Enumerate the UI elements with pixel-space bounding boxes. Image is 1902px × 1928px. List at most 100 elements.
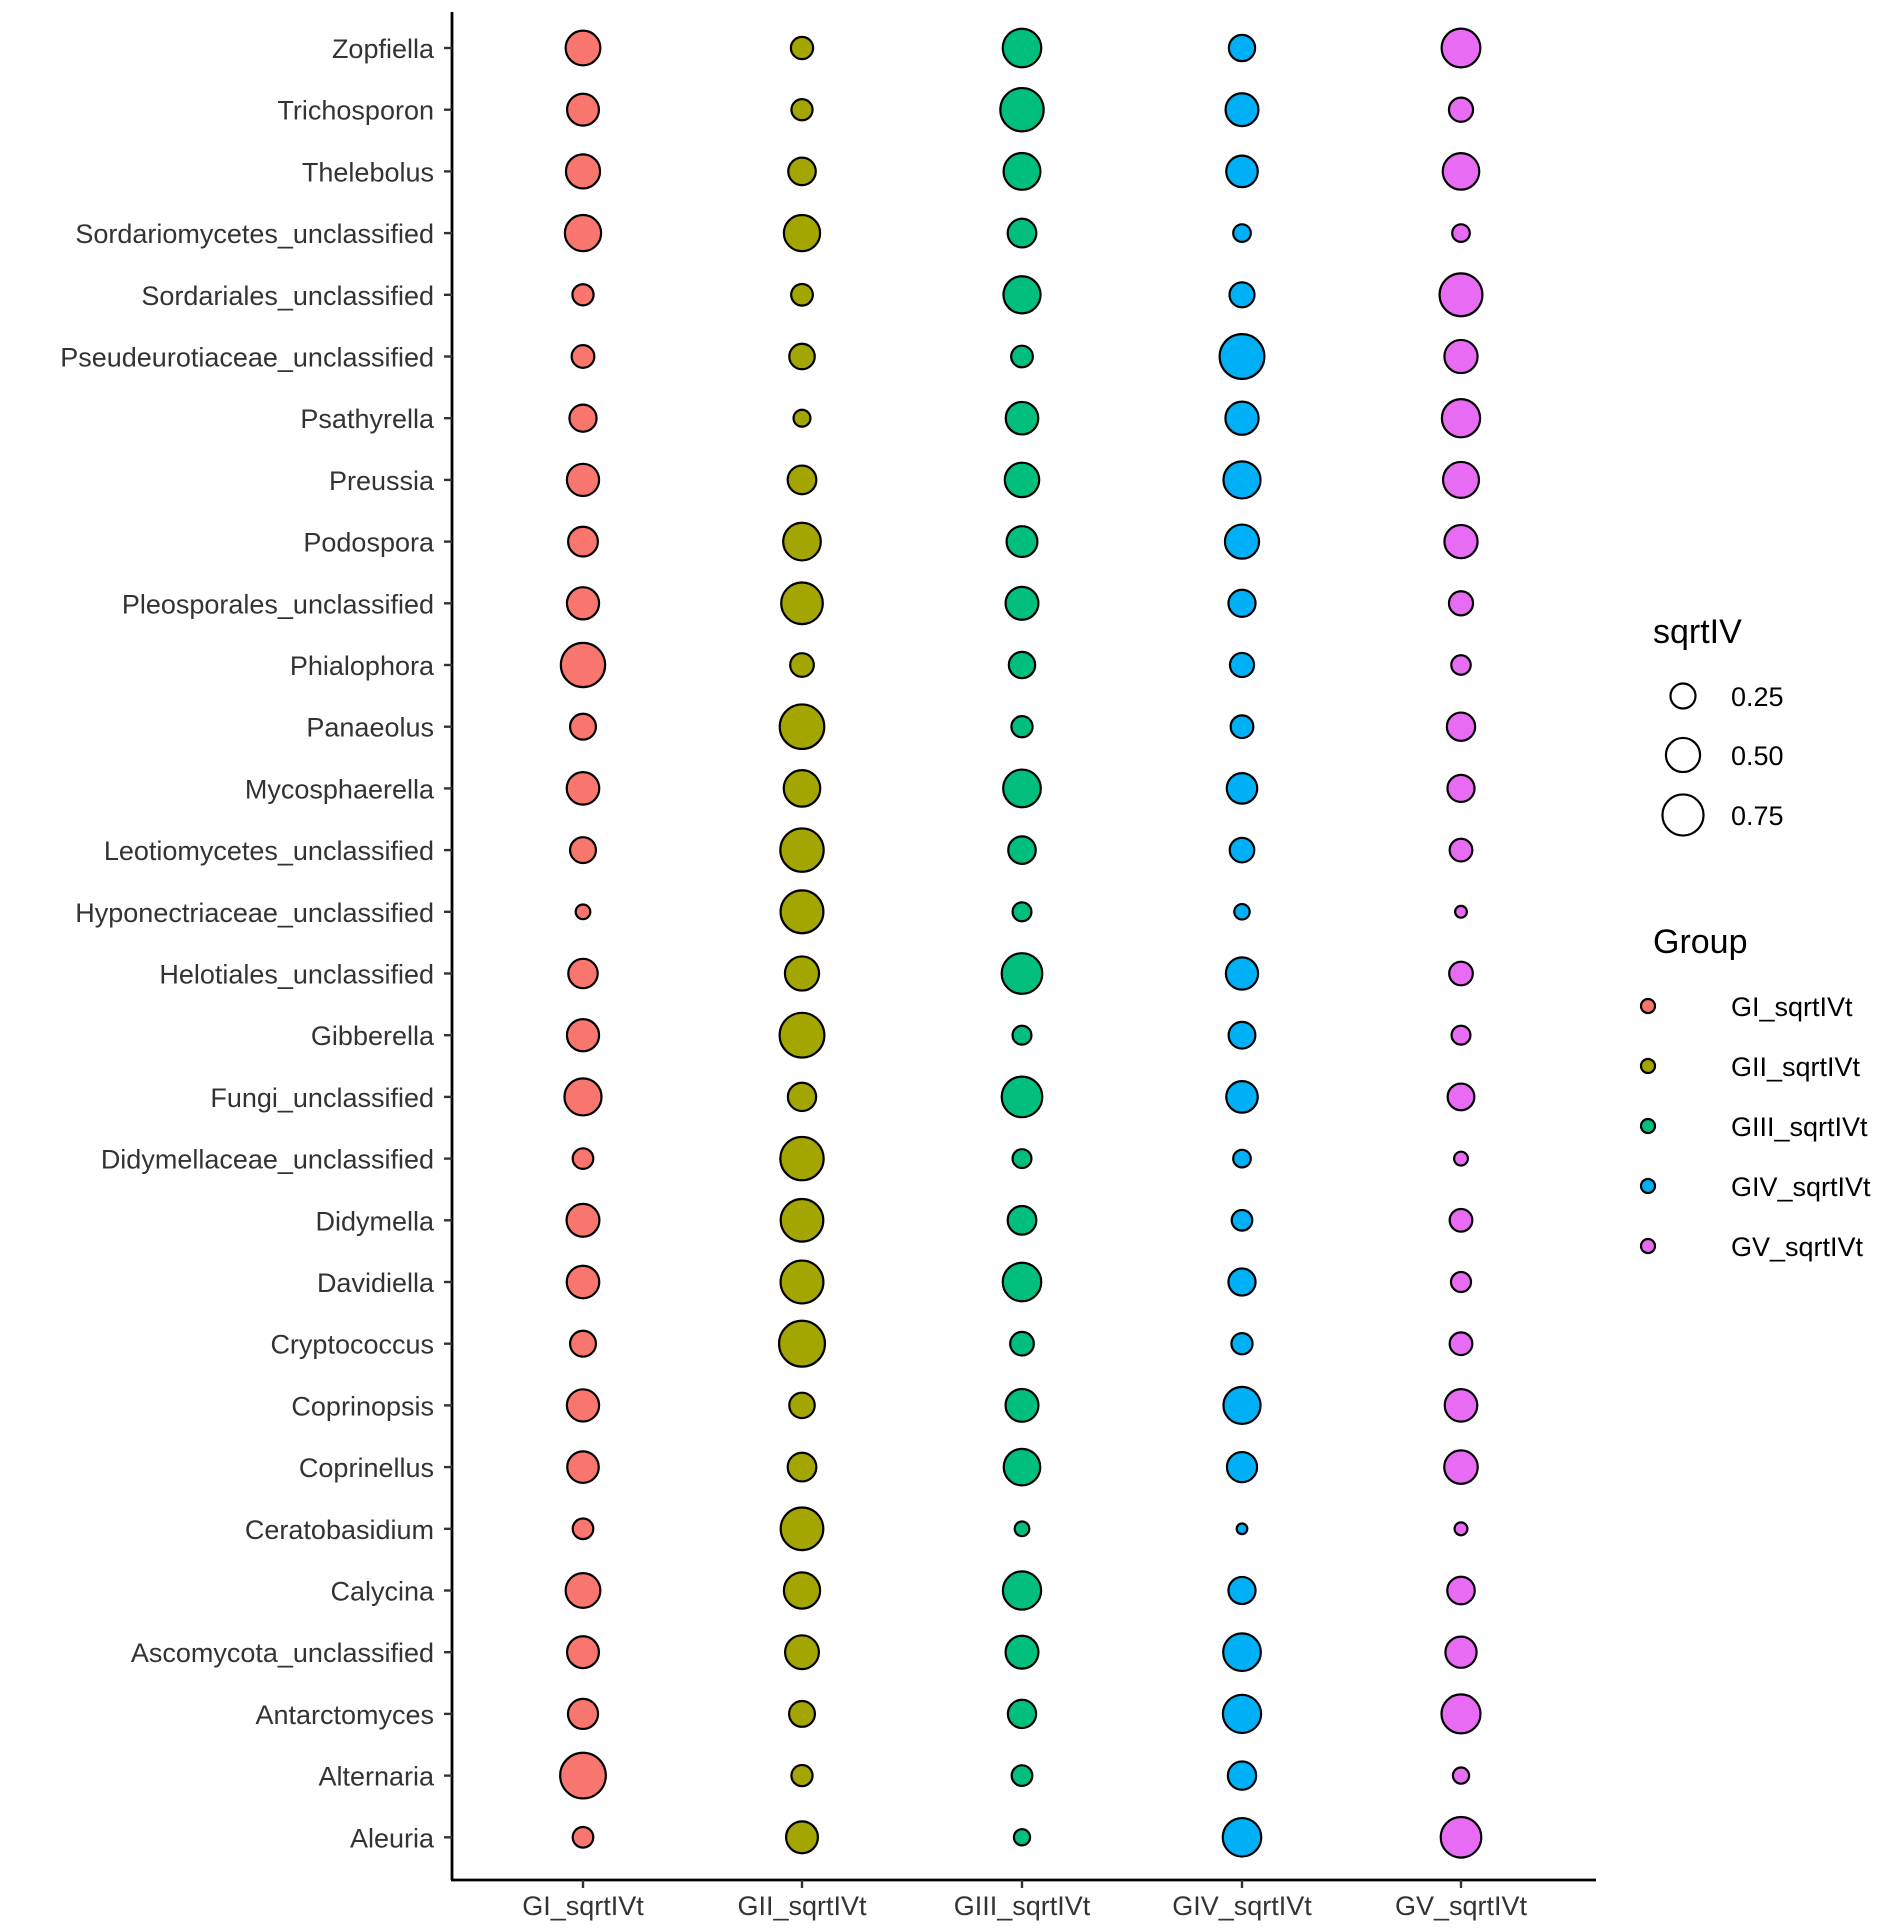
y-tick-label: Trichosporon (277, 96, 434, 126)
x-tick-label: GII_sqrtIVt (737, 1891, 867, 1921)
y-axis-ticks: Zopfiella Trichosporon Thelebolus Sordariom… (60, 34, 452, 1853)
data-point (999, 86, 1045, 133)
data-point (563, 1077, 603, 1117)
data-point (778, 1011, 826, 1059)
data-point (1228, 836, 1256, 864)
data-point (1441, 152, 1481, 191)
color-legend-key (1639, 997, 1657, 1015)
data-point (565, 1018, 601, 1053)
data-point (1230, 1208, 1254, 1232)
data-point (1001, 27, 1043, 69)
y-tick-label: Helotiales_unclassified (159, 960, 434, 990)
data-point (1218, 333, 1266, 380)
data-point (789, 652, 815, 678)
y-tick-label: Hyponectriaceae_unclassified (75, 898, 434, 928)
data-point (1222, 1632, 1262, 1673)
data-point (1448, 1331, 1474, 1357)
data-point (1006, 1204, 1038, 1236)
data-point (1226, 1760, 1258, 1791)
data-point (1005, 525, 1039, 559)
data-point (790, 282, 814, 307)
data-point (1224, 400, 1260, 436)
data-point (568, 403, 598, 433)
data-point (567, 525, 599, 558)
data-point (1235, 1522, 1249, 1536)
legend: sqrtIV 0.25 0.50 0.75 Group GI_sqrtIVt GII_… (1639, 613, 1871, 1262)
data-point (1221, 1816, 1263, 1858)
color-legend-label: GII_sqrtIVt (1731, 1052, 1861, 1082)
data-point (1002, 151, 1042, 191)
color-legend-key (1639, 1177, 1657, 1195)
data-point (1229, 714, 1255, 740)
data-point (782, 769, 822, 808)
data-point (568, 712, 598, 741)
data-point (559, 641, 607, 689)
data-point (1447, 96, 1475, 123)
size-legend-key (1669, 682, 1697, 710)
data-point (786, 464, 818, 496)
data-point (565, 92, 601, 127)
data-point (1221, 1693, 1263, 1735)
data-point (782, 213, 822, 253)
size-legend-label: 0.75 (1731, 801, 1784, 831)
y-tick-label: Aleuria (350, 1823, 435, 1853)
color-legend-key (1639, 1237, 1657, 1255)
data-point (782, 1571, 822, 1610)
data-point (1446, 1082, 1476, 1112)
y-tick-label: Coprinopsis (291, 1391, 434, 1421)
data-point (565, 1635, 601, 1670)
data-point (1227, 1575, 1257, 1606)
points-layer (559, 27, 1484, 1859)
data-point (1001, 1261, 1043, 1303)
data-point (565, 1388, 601, 1423)
data-point (1225, 1080, 1259, 1114)
y-tick-label: Alternaria (318, 1762, 435, 1792)
x-tick-label: GIII_sqrtIVt (954, 1891, 1091, 1921)
y-tick-label: Podospora (303, 528, 435, 558)
y-tick-label: Coprinellus (299, 1453, 434, 1483)
y-tick-label: Panaeolus (306, 713, 434, 743)
data-point (790, 98, 814, 122)
data-point (1446, 1575, 1476, 1606)
data-point (1003, 461, 1041, 499)
data-point (779, 1135, 825, 1182)
data-point (783, 955, 821, 992)
data-point (1447, 590, 1475, 617)
data-point (1009, 1330, 1035, 1357)
data-point (1002, 768, 1042, 809)
y-tick-label: Thelebolus (302, 157, 434, 187)
size-legend-key (1661, 793, 1705, 837)
y-tick-label: Ascomycota_unclassified (131, 1638, 434, 1668)
y-tick-label: Phialophora (290, 651, 435, 681)
data-point (786, 1081, 818, 1113)
y-tick-label: Leotiomycetes_unclassified (104, 836, 434, 866)
data-point (565, 1202, 601, 1238)
color-legend-title: Group (1653, 923, 1748, 961)
data-point (567, 957, 599, 990)
data-point (779, 1506, 825, 1552)
data-point (1443, 523, 1479, 560)
data-point (1001, 1570, 1043, 1611)
x-axis-ticks: GI_sqrtIVt GII_sqrtIVt GIII_sqrtIVt GIV_sqr… (522, 1880, 1528, 1921)
data-point (788, 342, 816, 371)
data-point (780, 581, 824, 626)
y-tick-label: Ceratobasidium (245, 1515, 434, 1545)
y-tick-label: Calycina (330, 1577, 435, 1607)
data-point (1004, 1387, 1040, 1423)
color-legend-label: GI_sqrtIVt (1731, 992, 1853, 1022)
data-point (1450, 654, 1472, 676)
data-point (1440, 27, 1482, 69)
data-point (1230, 1332, 1254, 1356)
data-point (571, 1825, 595, 1849)
data-point (1012, 1828, 1032, 1847)
data-point (1440, 1693, 1482, 1735)
y-tick-label: Cryptococcus (270, 1330, 434, 1360)
data-point (1011, 901, 1033, 923)
data-point (565, 771, 601, 806)
data-point (571, 1147, 595, 1170)
data-point (1451, 1766, 1471, 1785)
x-tick-label: GV_sqrtIVt (1395, 1891, 1528, 1921)
y-tick-label: Pseudeurotiaceae_unclassified (60, 343, 434, 373)
data-point (778, 703, 826, 751)
data-point (563, 213, 603, 253)
